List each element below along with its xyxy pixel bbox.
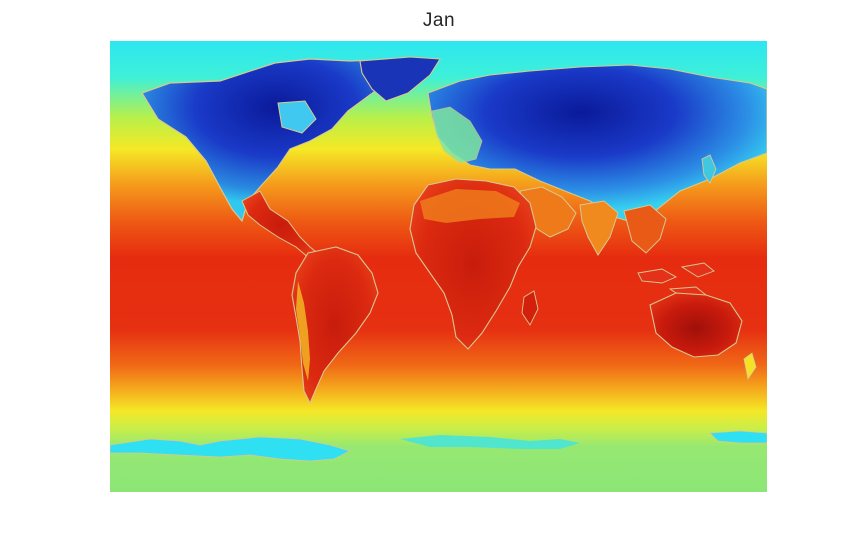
southeast-asia-landmass bbox=[623, 204, 667, 254]
map-title: Jan bbox=[422, 10, 456, 31]
sahara-region bbox=[420, 189, 520, 223]
antarctica-coast-far-east bbox=[709, 430, 767, 444]
temperature-map-canvas bbox=[110, 41, 767, 492]
andes-cool-strip bbox=[296, 281, 310, 381]
japan-landmass bbox=[701, 154, 717, 184]
north-america-landmass bbox=[141, 58, 411, 223]
antarctica-coast bbox=[110, 436, 352, 462]
new-zealand-landmass bbox=[743, 352, 757, 381]
madagascar-landmass bbox=[521, 290, 539, 326]
south-america-landmass bbox=[291, 246, 379, 405]
hudson-bay bbox=[277, 100, 317, 134]
australia-landmass bbox=[649, 292, 743, 358]
western-europe bbox=[431, 106, 483, 164]
india-landmass bbox=[579, 200, 619, 256]
greenland-landmass bbox=[359, 56, 441, 102]
temperature-map bbox=[110, 41, 767, 492]
eurasia-landmass bbox=[427, 64, 767, 224]
antarctica-coast-east bbox=[400, 435, 580, 449]
